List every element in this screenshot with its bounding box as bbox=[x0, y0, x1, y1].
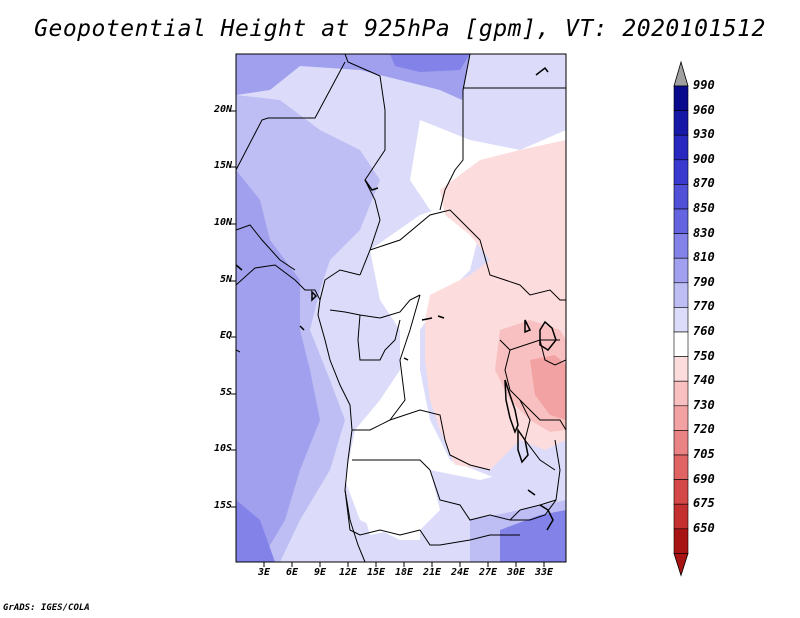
lon-label-9e: 9E bbox=[313, 567, 327, 578]
lat-label-15n: 15N bbox=[213, 160, 232, 171]
colorbar-swatch bbox=[673, 356, 689, 382]
lon-label-6e: 6E bbox=[285, 567, 299, 578]
colorbar-swatch bbox=[673, 159, 689, 185]
colorbar-level-label: 960 bbox=[693, 102, 715, 117]
colorbar-level-label: 990 bbox=[693, 78, 715, 92]
colorbar-level-label: 740 bbox=[693, 373, 715, 388]
colorbar-swatch bbox=[673, 503, 689, 530]
field-sw-830 bbox=[236, 500, 275, 562]
lon-label-12e: 12E bbox=[338, 567, 358, 578]
height-field bbox=[236, 54, 566, 562]
colorbar-level-label: 675 bbox=[693, 496, 715, 511]
colorbar-level-label: 720 bbox=[693, 422, 715, 437]
lon-label-33e: 33E bbox=[534, 567, 554, 578]
colorbar-swatch bbox=[673, 454, 689, 480]
colorbar-swatch bbox=[673, 405, 689, 431]
lat-label-20n: 20N bbox=[213, 104, 232, 115]
field-760 bbox=[345, 205, 540, 540]
field-sw-760 bbox=[360, 490, 400, 535]
lat-label-eq: EQ bbox=[219, 330, 232, 341]
colorbar-level-label: 770 bbox=[693, 299, 715, 314]
lat-label-10s: 10S bbox=[213, 443, 232, 454]
lon-ticks bbox=[263, 562, 545, 567]
colorbar-swatch bbox=[673, 233, 689, 259]
colorbar-swatch bbox=[673, 528, 689, 554]
colorbar-swatch bbox=[673, 380, 689, 407]
colorbar-level-label: 870 bbox=[693, 176, 715, 191]
colorbar-level-label: 850 bbox=[693, 201, 715, 215]
lake-tanganyika bbox=[504, 379, 519, 435]
lakes bbox=[236, 66, 557, 531]
field-se-830 bbox=[500, 510, 566, 562]
lon-label-18e: 18E bbox=[394, 567, 414, 578]
colorbar-swatch bbox=[673, 134, 689, 161]
lon-label-24e: 24E bbox=[450, 567, 470, 578]
credit-text: GrADS: IGES/COLA bbox=[3, 603, 90, 613]
colorbar-swatch bbox=[673, 307, 689, 333]
colorbar-level-label: 790 bbox=[693, 274, 715, 289]
lon-label-21e: 21E bbox=[422, 567, 442, 578]
field-730 bbox=[530, 355, 566, 420]
colorbar-level-label: 810 bbox=[693, 250, 715, 265]
lat-label-10n: 10N bbox=[213, 217, 232, 228]
colorbar-swatch bbox=[673, 110, 689, 136]
colorbar-arrow-top bbox=[673, 60, 689, 87]
lake-victoria bbox=[539, 320, 557, 351]
country-borders bbox=[236, 54, 566, 562]
colorbar-swatch bbox=[673, 184, 689, 210]
colorbar-level-label: 650 bbox=[693, 520, 715, 535]
lon-label-15e: 15E bbox=[366, 567, 386, 578]
field-north-830 bbox=[390, 54, 470, 72]
colorbar-swatch bbox=[673, 430, 689, 456]
colorbar-level-label: 830 bbox=[693, 225, 715, 240]
colorbar-swatch bbox=[673, 208, 689, 234]
colorbar-level-label: 900 bbox=[693, 151, 715, 166]
colorbar-level-label: 690 bbox=[693, 471, 715, 486]
colorbar-swatch bbox=[673, 282, 689, 308]
colorbar-arrow-bottom bbox=[673, 553, 689, 577]
colorbar-level-label: 930 bbox=[693, 127, 715, 142]
chart-title: Geopotential Height at 925hPa [gpm], VT:… bbox=[34, 16, 766, 42]
colorbar-level-label: 705 bbox=[693, 447, 715, 461]
colorbar bbox=[673, 60, 689, 577]
lat-label-15s: 15S bbox=[213, 500, 232, 511]
lon-label-3e: 3E bbox=[257, 567, 271, 578]
colorbar-level-label: 730 bbox=[693, 397, 715, 412]
colorbar-level-label: 760 bbox=[693, 324, 715, 338]
colorbar-swatch bbox=[673, 331, 689, 357]
colorbar-level-label: 750 bbox=[693, 348, 715, 363]
lon-label-27e: 27E bbox=[478, 567, 498, 578]
lat-label-5s: 5S bbox=[219, 387, 232, 398]
lon-label-30e: 30E bbox=[506, 567, 526, 578]
colorbar-swatch bbox=[673, 85, 689, 111]
colorbar-swatch bbox=[673, 257, 689, 284]
map-frame bbox=[235, 53, 567, 563]
lat-label-5n: 5N bbox=[219, 274, 232, 285]
lat-ticks bbox=[231, 110, 236, 508]
colorbar-swatch bbox=[673, 479, 689, 505]
